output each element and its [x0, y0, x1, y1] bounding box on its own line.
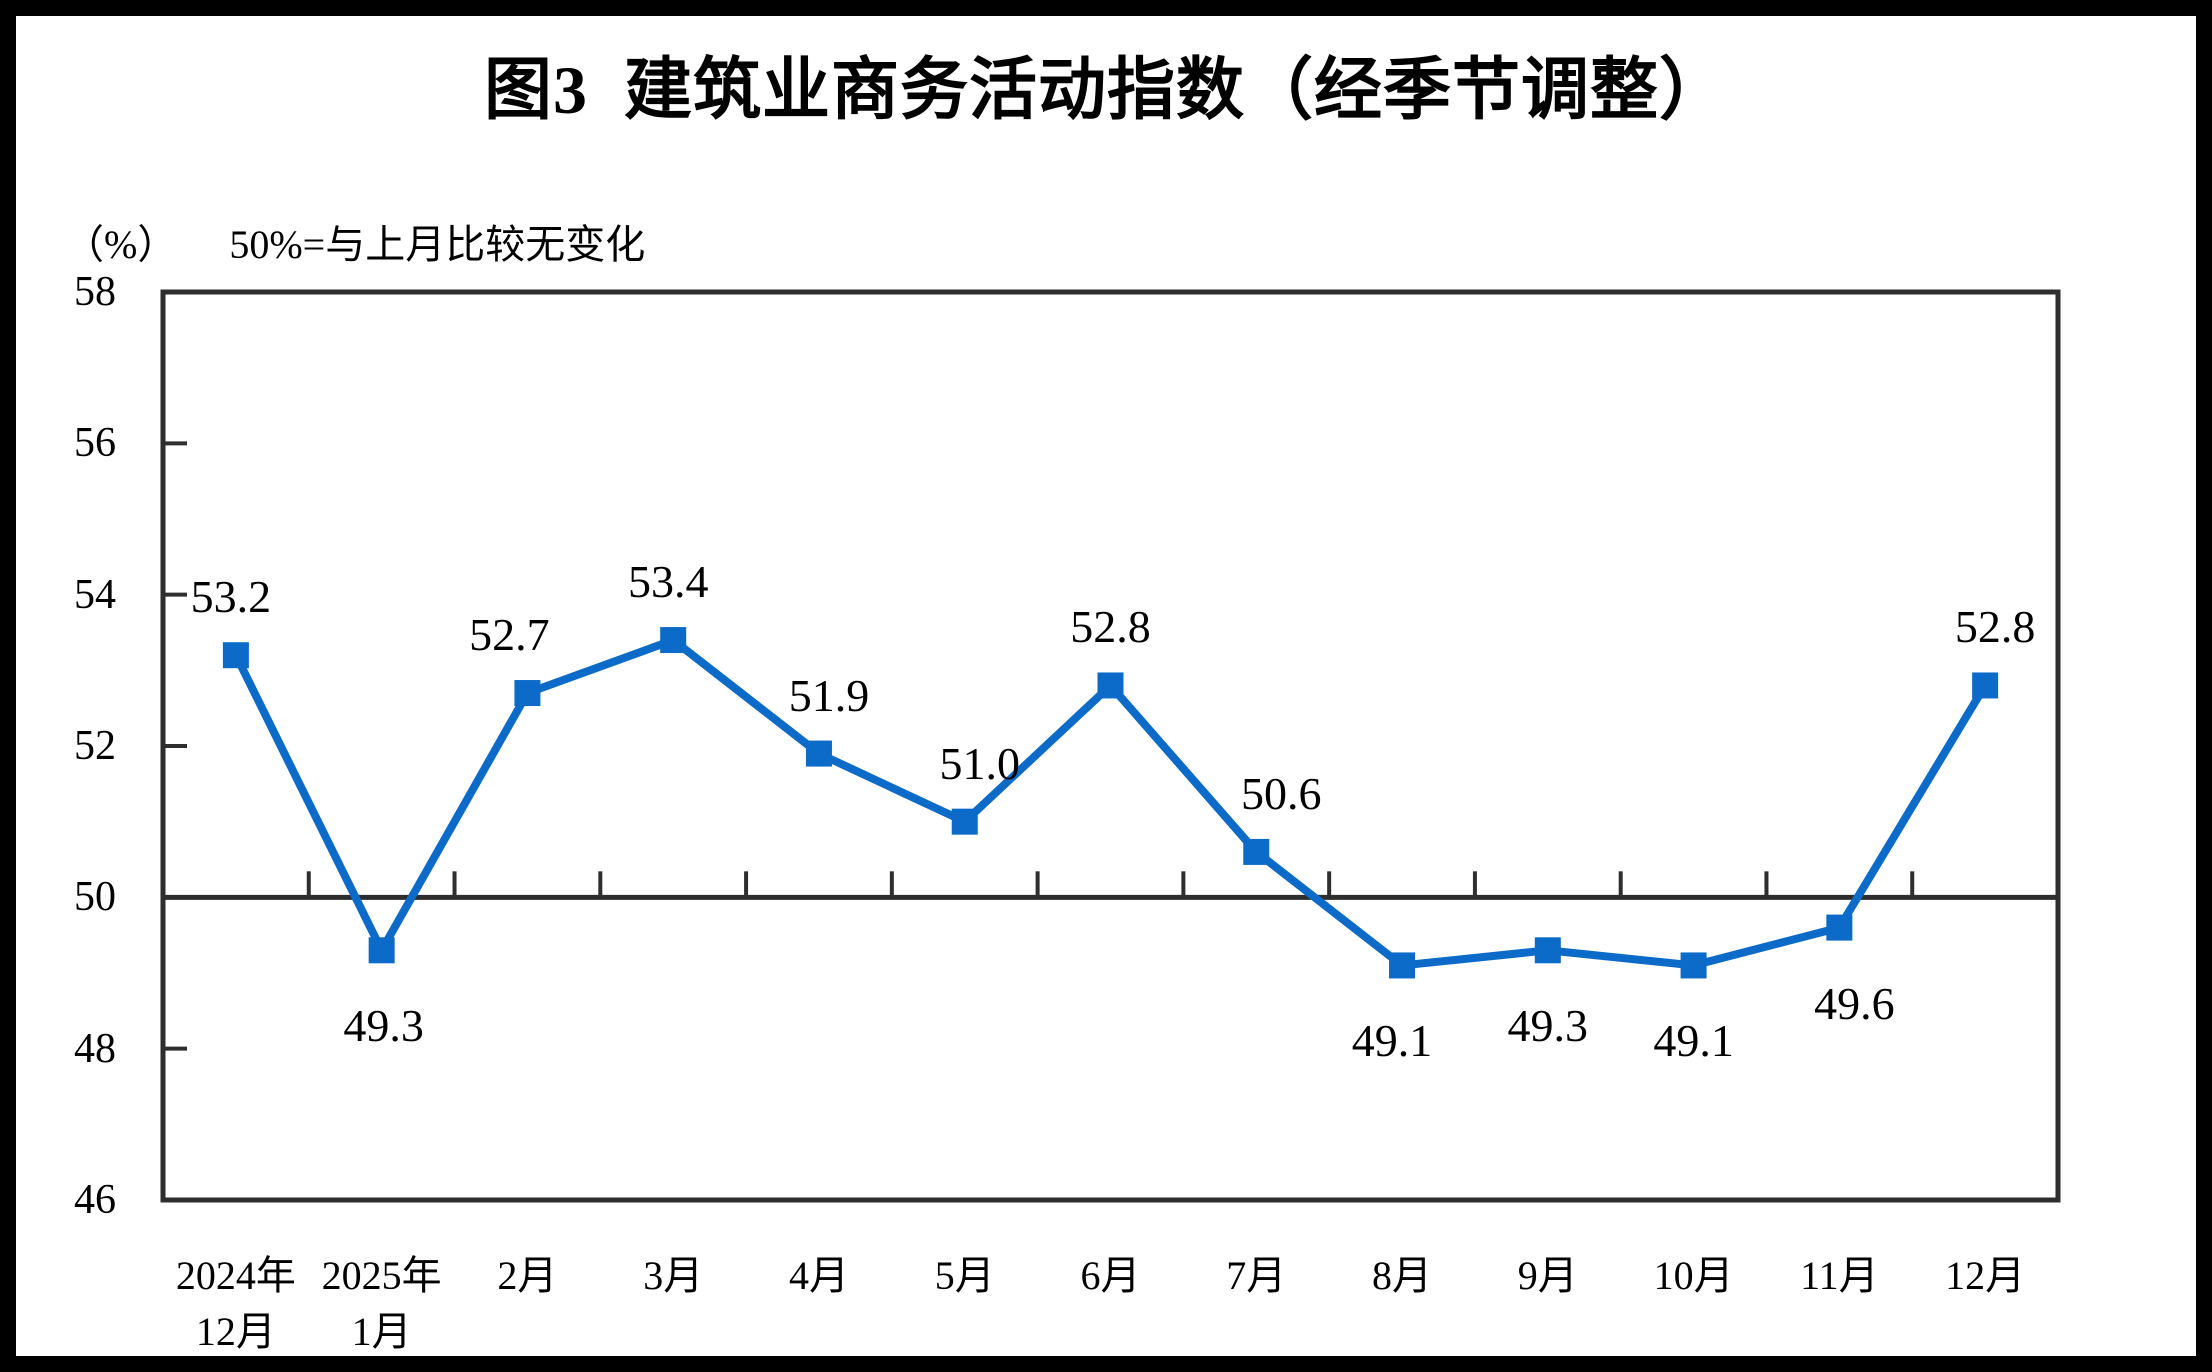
- x-tick-label: 4月: [788, 1253, 849, 1298]
- y-tick-label: 54: [74, 571, 116, 618]
- data-point-marker: [1534, 937, 1561, 964]
- data-point-marker: [1680, 952, 1707, 979]
- y-tick-label: 58: [74, 269, 116, 315]
- x-tick-label: 3月: [643, 1253, 704, 1298]
- data-point-label: 49.1: [1653, 1015, 1734, 1067]
- data-point-marker: [660, 627, 687, 654]
- data-point-label: 51.9: [788, 669, 870, 721]
- data-point-label: 51.0: [939, 737, 1020, 789]
- data-point-label: 49.3: [343, 1000, 424, 1052]
- data-point-label: 52.8: [1070, 601, 1151, 653]
- data-point-marker: [222, 642, 249, 669]
- x-tick-label: 5月: [934, 1253, 995, 1298]
- y-tick-label: 46: [74, 1177, 116, 1223]
- data-point-label: 52.8: [1954, 601, 2036, 653]
- y-tick-label: 56: [74, 420, 116, 467]
- y-tick-label: 48: [74, 1025, 116, 1072]
- data-point-marker: [1389, 952, 1416, 979]
- chart-title: 图3 建筑业商务活动指数（经季节调整）: [483, 52, 1728, 128]
- x-tick-label: 10月: [1653, 1253, 1734, 1298]
- x-tick-label: 8月: [1372, 1253, 1433, 1298]
- y-tick-label: 52: [74, 723, 116, 769]
- data-point-marker: [1097, 672, 1124, 699]
- reference-note: 50%=与上月比较无变化: [229, 222, 646, 267]
- x-tick-label: 6月: [1080, 1253, 1141, 1298]
- data-point-label: 53.2: [190, 571, 272, 623]
- data-point-marker: [1972, 672, 1999, 699]
- x-tick-label: 12月: [1945, 1253, 2026, 1298]
- x-tick-label: 11月: [1800, 1253, 1879, 1298]
- unit-label: （%）: [64, 222, 178, 267]
- data-point-marker: [805, 740, 832, 767]
- data-point-label: 52.7: [469, 609, 550, 661]
- x-tick-label: 2月: [497, 1253, 558, 1298]
- y-tick-label: 50: [74, 874, 116, 921]
- data-point-label: 53.4: [627, 556, 709, 608]
- data-point-label: 49.3: [1507, 1000, 1589, 1052]
- data-point-marker: [951, 808, 978, 835]
- x-tick-label: 2024年 12月: [175, 1253, 296, 1354]
- plot-svg: [160, 289, 2061, 1203]
- x-tick-label: 9月: [1517, 1253, 1578, 1298]
- data-point-marker: [1826, 914, 1853, 941]
- chart-subtitle: （%） 50%=与上月比较无变化: [64, 212, 645, 270]
- data-point-marker: [368, 937, 395, 964]
- data-point-label: 49.1: [1351, 1015, 1433, 1067]
- data-point-marker: [514, 680, 541, 707]
- plot-area: 46 48 50 52 54 56 58 2024年 12月 2025年 1月 2月 3月 4月 5月 6月 7…: [16, 16, 2196, 1356]
- data-point-marker: [1243, 838, 1270, 865]
- x-tick-label: 2025年 1月: [321, 1253, 442, 1354]
- x-tick-label: 7月: [1226, 1253, 1287, 1298]
- data-point-label: 49.6: [1814, 977, 1895, 1029]
- data-point-label: 50.6: [1241, 767, 1322, 819]
